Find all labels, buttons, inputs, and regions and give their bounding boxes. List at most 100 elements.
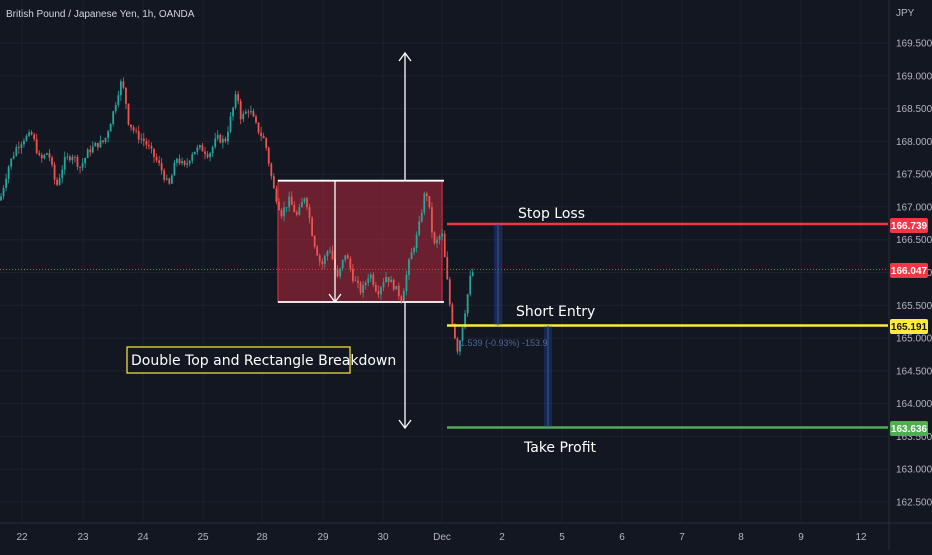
- candle-body: [163, 170, 166, 180]
- candle-body: [423, 193, 426, 213]
- y-tick-label: 165.500: [896, 301, 932, 312]
- candle-body: [119, 81, 122, 96]
- candle-body: [239, 100, 242, 120]
- candle-body: [79, 166, 81, 168]
- candle-body: [341, 259, 344, 269]
- candle-body: [35, 139, 38, 154]
- candle-body: [306, 198, 308, 208]
- candle-body: [295, 212, 298, 215]
- candle-body: [58, 178, 61, 185]
- candle-body: [428, 196, 431, 208]
- candle-body: [433, 232, 436, 244]
- candle-body: [38, 153, 41, 156]
- candle-body: [158, 160, 160, 164]
- y-tick-label: 169.000: [896, 71, 932, 82]
- y-tick-label: 166.500: [896, 235, 932, 246]
- candle-body: [125, 87, 127, 104]
- candle-body: [127, 103, 130, 125]
- candle-body: [204, 151, 206, 155]
- candle-body: [117, 95, 120, 105]
- candle-body: [181, 161, 183, 164]
- candle-body: [237, 94, 240, 101]
- candle-body: [283, 207, 285, 217]
- x-tick-label: 29: [317, 532, 329, 543]
- candle-body: [275, 188, 278, 202]
- x-tick-label: 5: [559, 532, 565, 543]
- candle-body: [130, 124, 132, 128]
- candle-body: [68, 156, 71, 161]
- current-price-tag: 166.047: [890, 263, 928, 278]
- candle-body: [380, 287, 382, 295]
- candle-body: [10, 158, 13, 167]
- candle-body: [466, 294, 469, 314]
- candle-body: [7, 166, 10, 179]
- candle-body: [25, 135, 28, 141]
- candle-body: [456, 338, 459, 352]
- candle-body: [272, 176, 275, 189]
- candle-body: [188, 160, 191, 164]
- y-tick-label: 169.500: [896, 39, 932, 50]
- candle-body: [165, 178, 168, 180]
- candle-body: [382, 282, 385, 288]
- candle-body: [459, 340, 461, 352]
- candle-body: [33, 134, 36, 140]
- candle-body: [464, 313, 466, 328]
- candle-body: [76, 156, 79, 167]
- candle-body: [160, 163, 163, 171]
- short-entry-price-tag: 165.191: [890, 319, 928, 334]
- candle-body: [247, 111, 250, 113]
- candle-body: [392, 279, 395, 290]
- candle-body: [267, 147, 270, 164]
- svg-text:165.191: 165.191: [891, 322, 928, 333]
- x-tick-label: 23: [77, 532, 89, 543]
- svg-text:163.636: 163.636: [891, 424, 928, 435]
- short-entry-label: Short Entry: [516, 304, 595, 320]
- candle-body: [97, 142, 99, 148]
- y-tick-label: 162.500: [896, 498, 932, 509]
- candle-body: [290, 196, 293, 205]
- x-tick-label: 6: [619, 532, 625, 543]
- candle-body: [265, 138, 268, 148]
- candle-body: [148, 144, 150, 147]
- candle-body: [2, 187, 5, 197]
- y-tick-label: 163.000: [896, 465, 932, 476]
- candle-body: [86, 149, 89, 159]
- candle-body: [329, 250, 331, 252]
- candle-body: [145, 141, 148, 145]
- candle-body: [109, 123, 112, 132]
- candle-body: [339, 268, 342, 277]
- candle-body: [114, 104, 117, 112]
- x-tick-label: 30: [377, 532, 389, 543]
- y-tick-label: 167.000: [896, 202, 932, 213]
- rectangle-height-arrow-head: [328, 293, 342, 304]
- candle-body: [91, 146, 94, 153]
- candle-body: [30, 132, 33, 135]
- candle-body: [196, 147, 199, 152]
- candle-body: [436, 239, 438, 244]
- pattern-label-box[interactable]: [126, 346, 351, 374]
- candle-body: [122, 81, 125, 88]
- candle-body: [252, 111, 255, 117]
- candle-body: [278, 201, 280, 211]
- candle-body: [170, 175, 173, 184]
- candle-body: [405, 274, 408, 292]
- x-tick-label: 24: [137, 532, 149, 543]
- svg-text:166.047: 166.047: [891, 266, 928, 277]
- candle-body: [377, 291, 380, 295]
- candle-body: [285, 207, 288, 209]
- candle-body: [214, 138, 217, 147]
- candle-body: [313, 235, 316, 247]
- candle-body: [270, 163, 273, 177]
- candle-body: [234, 94, 237, 108]
- candle-body: [99, 140, 102, 148]
- candle-body: [43, 154, 46, 159]
- candle-body: [173, 162, 176, 176]
- candle-body: [112, 111, 115, 124]
- candle-body: [199, 145, 201, 148]
- candle-body: [107, 131, 109, 138]
- x-tick-label: 22: [16, 532, 28, 543]
- candle-body: [364, 282, 367, 286]
